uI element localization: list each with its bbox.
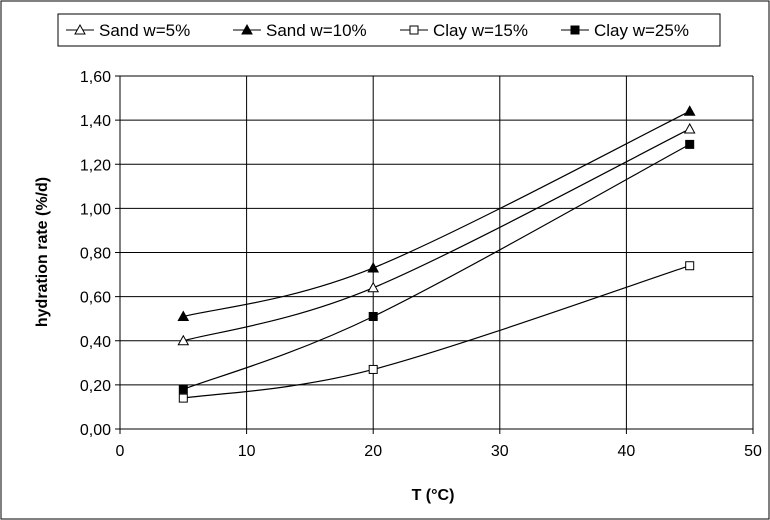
series-group (178, 261, 695, 403)
series-layer (177, 105, 696, 403)
legend-marker (570, 25, 580, 35)
series-line (183, 110, 690, 318)
series-group (177, 122, 696, 346)
grid (120, 75, 754, 429)
series-line (183, 143, 690, 390)
y-tick-label: 1,60 (80, 69, 111, 86)
y-tick-label: 1,40 (80, 113, 111, 130)
legend-label: Clay w=15% (433, 21, 528, 40)
series-group (178, 139, 695, 394)
data-point (178, 393, 188, 403)
data-point (685, 261, 695, 271)
x-axis-title: T (°C) (412, 487, 455, 504)
data-point (367, 261, 380, 273)
y-tick-label: 1,00 (80, 201, 111, 218)
data-point (683, 105, 696, 116)
legend-marker (241, 23, 253, 35)
y-tick-label: 0,60 (80, 290, 111, 307)
y-axis-title: hydration rate (%/d) (34, 177, 51, 327)
data-point (685, 139, 695, 149)
data-point (368, 364, 378, 374)
legend-marker (74, 23, 86, 35)
y-tick-label: 1,20 (80, 157, 111, 174)
y-tick-label: 0,40 (80, 334, 111, 351)
data-point (368, 311, 378, 321)
legend: Sand w=5% Sand w=10% Clay w=15% Clay w=25% (57, 13, 721, 47)
legend-label: Sand w=5% (99, 21, 190, 40)
x-tick-label: 30 (491, 443, 509, 460)
x-tick-label: 10 (238, 443, 256, 460)
axes: 0,00 0,20 0,40 0,60 0,80 1,00 1,20 1,40 1,60 0 10 2… (80, 69, 762, 460)
y-tick-label: 0,80 (80, 246, 111, 263)
series-line (183, 265, 690, 399)
y-tick-label: 0,20 (80, 378, 111, 395)
y-tick-label: 0,00 (80, 422, 111, 439)
legend-box (57, 13, 721, 47)
x-tick-label: 20 (364, 443, 382, 460)
data-point (177, 310, 190, 321)
x-tick-label: 40 (618, 443, 636, 460)
legend-label: Clay w=25% (594, 21, 689, 40)
x-tick-label: 0 (116, 443, 125, 460)
data-point (683, 122, 696, 134)
legend-marker (409, 25, 419, 35)
x-tick-label: 50 (744, 443, 762, 460)
series-group (177, 105, 696, 321)
series-line (183, 128, 690, 342)
data-point (177, 334, 190, 346)
data-point (367, 281, 380, 293)
data-point (178, 384, 188, 394)
legend-label: Sand w=10% (266, 21, 367, 40)
